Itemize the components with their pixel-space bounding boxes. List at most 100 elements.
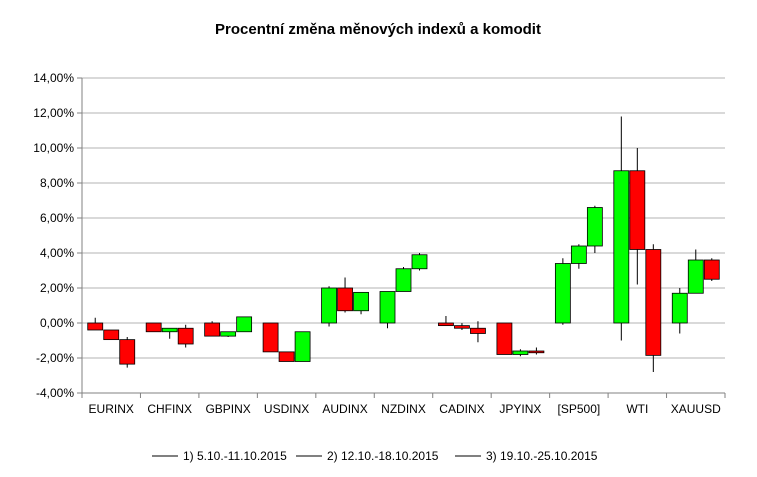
candle: [220, 331, 237, 337]
candle-body: [119, 339, 136, 365]
candle-body: [645, 249, 662, 356]
candle-body: [454, 325, 470, 329]
candle-body: [586, 207, 603, 247]
candle-body: [703, 259, 720, 280]
candle-body: [570, 245, 587, 264]
candle-body: [87, 322, 104, 331]
candle: [496, 322, 513, 355]
candle: [613, 116, 630, 341]
candle: [262, 322, 279, 353]
candle: [145, 322, 162, 333]
legend-item: 3) 19.10.-25.10.2015: [455, 449, 598, 463]
candle-body: [687, 259, 704, 294]
candle: [177, 324, 194, 348]
candle-body: [613, 170, 630, 324]
candle-body: [671, 292, 688, 324]
candle-body: [554, 263, 571, 324]
candle: [703, 258, 720, 281]
x-category-label: EURINX: [89, 402, 134, 416]
candle: [337, 277, 353, 313]
x-category-label: NZDINX: [381, 402, 426, 416]
y-tick-labels: -4,00% -2,00% 0,00% 2,00% 4,00% 6,00% 8,00% 10,…: [33, 71, 74, 400]
x-category-label: WTI: [626, 402, 648, 416]
x-category-label: USDINX: [264, 402, 309, 416]
y-tick-label: 12,00%: [33, 106, 74, 120]
legend: 1) 5.10.-11.10.2015 2) 12.10.-18.10.2015 3…: [152, 449, 598, 463]
x-category-label: CADINX: [439, 402, 484, 416]
y-tick-label: 2,00%: [40, 281, 74, 295]
candle: [512, 349, 529, 357]
candle-body: [438, 322, 454, 327]
candle-body: [496, 322, 513, 355]
candle: [470, 321, 486, 343]
x-category-label: XAUUSD: [671, 402, 721, 416]
x-category-label: [SP500]: [558, 402, 601, 416]
y-tick-label: 8,00%: [40, 176, 74, 190]
y-tick-label: 6,00%: [40, 211, 74, 225]
candle-body: [321, 287, 337, 324]
candle: [554, 258, 571, 325]
candle: [321, 286, 337, 327]
candle: [87, 317, 104, 331]
candle: [161, 327, 178, 339]
x-category-label: GBPINX: [205, 402, 250, 416]
candle: [379, 291, 396, 329]
candle: [278, 351, 295, 362]
candle: [395, 267, 412, 292]
candle-body: [161, 327, 178, 333]
chart-title: Procentní změna měnových indexů a komodi…: [215, 21, 541, 38]
candle-body: [236, 316, 253, 333]
candle: [236, 316, 253, 333]
candle: [294, 331, 311, 362]
y-tick-label: -4,00%: [36, 386, 74, 400]
legend-label: 2) 12.10.-18.10.2015: [327, 449, 439, 463]
candle: [671, 288, 688, 334]
legend-item: 2) 12.10.-18.10.2015: [296, 449, 439, 463]
candle: [645, 244, 662, 372]
candle: [586, 205, 603, 253]
candle: [204, 321, 221, 337]
candle: [438, 316, 454, 327]
candle-body: [145, 322, 162, 333]
axes: [77, 77, 726, 398]
candle-body: [337, 287, 353, 312]
candle-body: [294, 331, 311, 362]
candle-body: [629, 170, 646, 250]
candle: [528, 347, 545, 355]
legend-item: 1) 5.10.-11.10.2015: [152, 449, 287, 463]
legend-label: 1) 5.10.-11.10.2015: [183, 449, 287, 463]
candle-body: [353, 291, 369, 312]
candle-body: [411, 254, 428, 270]
candle: [103, 329, 120, 341]
y-tick-label: 14,00%: [33, 71, 74, 85]
candle-body: [262, 322, 279, 353]
candle-body: [512, 350, 529, 355]
candle-body: [470, 327, 486, 334]
y-tick-label: 4,00%: [40, 246, 74, 260]
legend-label: 3) 19.10.-25.10.2015: [486, 449, 598, 463]
candle-body: [395, 268, 412, 292]
y-tick-label: 10,00%: [33, 141, 74, 155]
candle-body: [204, 322, 221, 337]
x-category-labels: EURINX CHFINX GBPINX USDINX AUDINX NZDINX CADI…: [89, 402, 722, 416]
candle: [687, 249, 704, 294]
candle: [454, 323, 470, 330]
candle-body: [528, 350, 545, 354]
candle-body: [103, 329, 120, 341]
candle: [119, 337, 136, 368]
y-tick-label: -2,00%: [36, 351, 74, 365]
gridlines: [82, 77, 725, 394]
candle: [353, 291, 369, 315]
candle-body: [379, 291, 396, 324]
y-tick-label: 0,00%: [40, 316, 74, 330]
x-category-label: AUDINX: [322, 402, 367, 416]
candle: [570, 244, 587, 269]
candle-body: [220, 331, 237, 337]
x-category-label: CHFINX: [147, 402, 192, 416]
candle: [411, 253, 428, 271]
candle: [629, 148, 646, 285]
candle-body: [177, 327, 194, 345]
x-category-label: JPYINX: [499, 402, 541, 416]
candles: [87, 116, 720, 372]
